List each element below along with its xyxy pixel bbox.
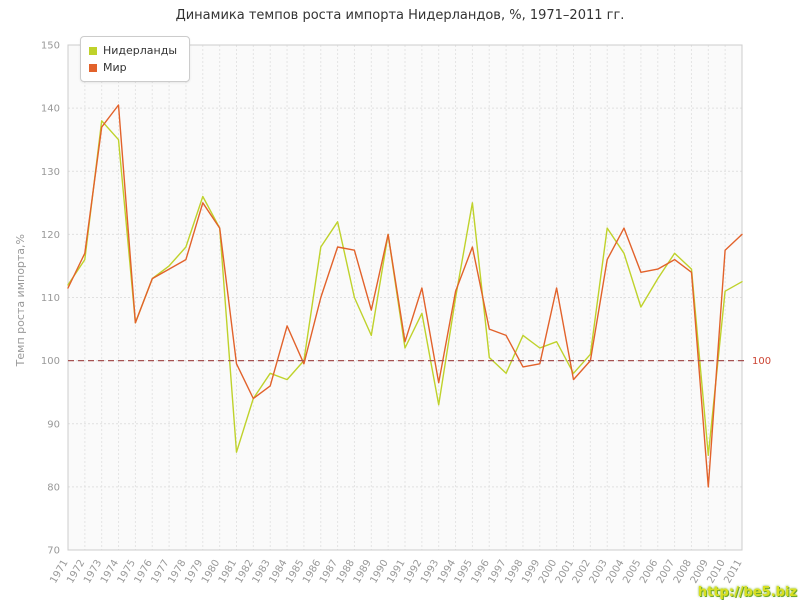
y-tick-label: 150 (41, 41, 60, 52)
y-tick-label: 90 (47, 419, 60, 430)
watermark-link[interactable]: http://be5.biz (697, 585, 797, 600)
y-tick-label: 100 (41, 356, 60, 367)
x-tick-label: 2011 (722, 558, 744, 586)
legend-item: Нидерланды (89, 42, 177, 59)
y-tick-label: 70 (47, 546, 60, 557)
legend-label: Мир (103, 61, 127, 74)
plot-border (67, 44, 743, 551)
series-line-Нидерланды (67, 120, 743, 456)
legend-swatch-icon (89, 46, 97, 55)
y-axis-label: Темп роста импорта,% (14, 233, 27, 367)
chart-title: Динамика темпов роста импорта Нидерландо… (175, 8, 625, 23)
y-axis-label-wrap: Темп роста импорта,% (14, 120, 27, 480)
y-tick-label: 80 (47, 482, 60, 493)
legend-item: Мир (89, 59, 177, 76)
legend: Нидерланды Мир (80, 36, 191, 82)
legend-swatch-icon (89, 63, 97, 72)
y-tick-label: 120 (41, 230, 60, 241)
series-line-Мир (67, 104, 743, 488)
y-tick-label: 140 (41, 104, 60, 115)
y-tick-label: 110 (41, 293, 60, 304)
legend-label: Нидерланды (103, 44, 178, 57)
reference-line-label: 100 (752, 356, 771, 367)
y-tick-label: 130 (41, 167, 60, 178)
